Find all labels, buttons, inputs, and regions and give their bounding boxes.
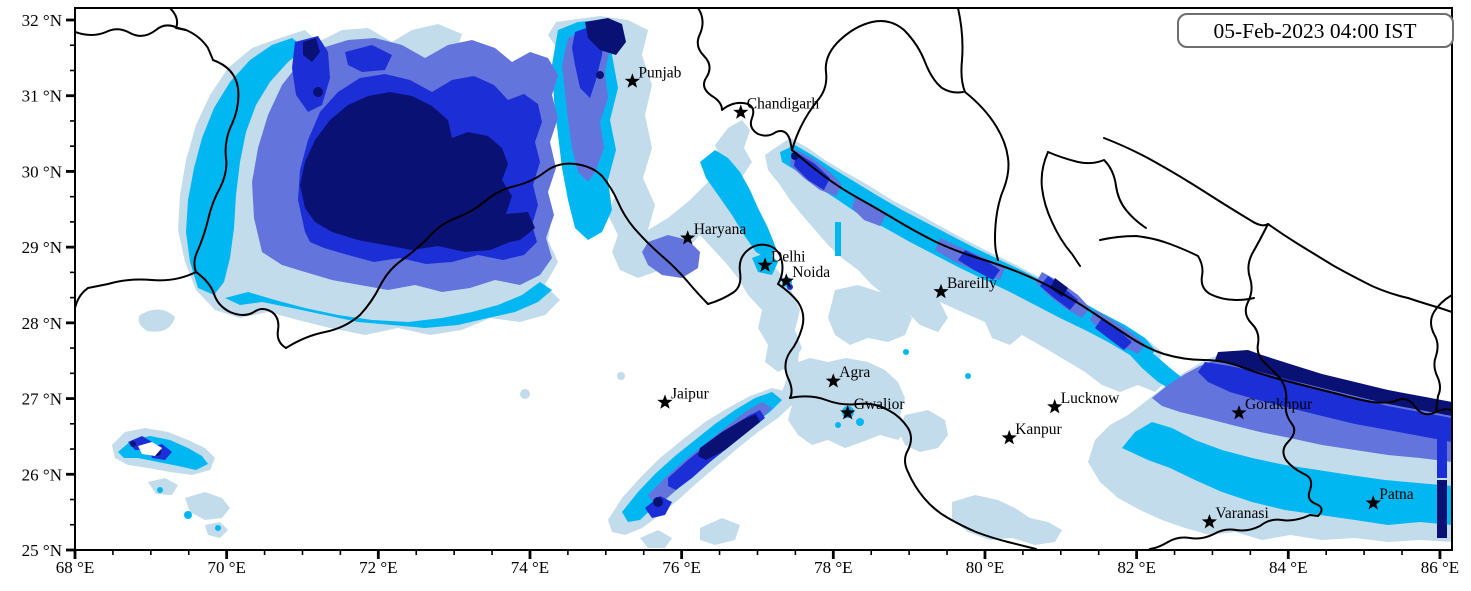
city-marker-kanpur: Kanpur [1001, 421, 1063, 445]
timestamp-text: 05-Feb-2023 04:00 IST [1213, 19, 1416, 43]
city-marker-lucknow: Lucknow [1047, 390, 1120, 414]
star-icon [825, 373, 841, 388]
y-tick-label: 27 °N [22, 390, 62, 409]
star-icon [680, 230, 696, 245]
star-icon [778, 273, 794, 288]
city-label: Gorakhpur [1245, 396, 1313, 413]
x-tick-label: 72 °E [359, 558, 397, 577]
x-tick-label: 74 °E [511, 558, 549, 577]
star-icon [757, 257, 773, 272]
x-tick-label: 80 °E [966, 558, 1004, 577]
city-marker-gorakhpur: Gorakhpur [1231, 396, 1313, 420]
city-label: Punjab [638, 64, 681, 81]
city-marker-jaipur: Jaipur [657, 385, 710, 409]
x-tick-label: 82 °E [1117, 558, 1155, 577]
city-marker-chandigarh: Chandigarh [733, 95, 820, 119]
y-tick-label: 25 °N [22, 541, 62, 560]
city-label: Jaipur [671, 385, 710, 402]
city-label: Bareilly [947, 275, 997, 292]
y-tick-label: 29 °N [22, 238, 62, 257]
fog-hole [138, 442, 162, 456]
city-marker-delhi: Delhi [757, 248, 806, 272]
x-tick-label: 70 °E [207, 558, 245, 577]
city-marker-agra: Agra [825, 364, 870, 388]
star-icon [733, 104, 749, 119]
star-icon [1047, 398, 1063, 414]
y-tick-label: 26 °N [22, 465, 62, 484]
state-boundaries [75, 8, 1452, 550]
star-icon [1201, 514, 1217, 529]
plot-frame [74, 7, 1453, 551]
star-icon [1365, 495, 1381, 510]
city-label: Noida [792, 264, 830, 281]
city-label: Delhi [771, 248, 806, 265]
y-tick-label: 28 °N [22, 314, 62, 333]
city-label: Gwalior [854, 396, 906, 413]
x-tick-label: 76 °E [662, 558, 700, 577]
star-icon [840, 405, 856, 420]
x-tick-label: 78 °E [814, 558, 852, 577]
city-marker-patna: Patna [1365, 486, 1414, 510]
y-tick-label: 32 °N [22, 11, 62, 30]
star-icon [1231, 405, 1247, 420]
city-marker-bareilly: Bareilly [933, 275, 997, 299]
city-label: Haryana [694, 221, 747, 238]
city-marker-haryana: Haryana [680, 221, 747, 245]
city-label: Kanpur [1015, 421, 1062, 438]
y-tick-label: 30 °N [22, 162, 62, 181]
fog-level5-layer [130, 18, 1452, 538]
city-marker-noida: Noida [778, 264, 830, 288]
star-icon [933, 283, 949, 299]
axes: 68 °E 70 °E 72 °E 74 °E 76 °E 78 °E 80 °E 82 °E… [22, 11, 1459, 577]
star-icon [1001, 429, 1017, 445]
star-icon [624, 73, 640, 88]
city-label: Patna [1379, 486, 1414, 503]
x-tick-label: 68 °E [56, 558, 94, 577]
x-tick-label: 86 °E [1421, 558, 1459, 577]
y-tick-label: 31 °N [22, 87, 62, 106]
city-marker-punjab: Punjab [624, 64, 682, 88]
city-label: Agra [839, 364, 870, 381]
x-tick-label: 84 °E [1269, 558, 1307, 577]
city-label: Lucknow [1061, 390, 1120, 407]
city-marker-gwalior: Gwalior [840, 396, 906, 420]
star-icon [657, 394, 673, 409]
city-label: Varanasi [1215, 505, 1269, 522]
timestamp-border [1177, 13, 1454, 48]
city-label: Chandigarh [747, 95, 820, 112]
city-marker-varanasi: Varanasi [1201, 505, 1269, 529]
timestamp-box: 05-Feb-2023 04:00 IST [1177, 13, 1454, 48]
